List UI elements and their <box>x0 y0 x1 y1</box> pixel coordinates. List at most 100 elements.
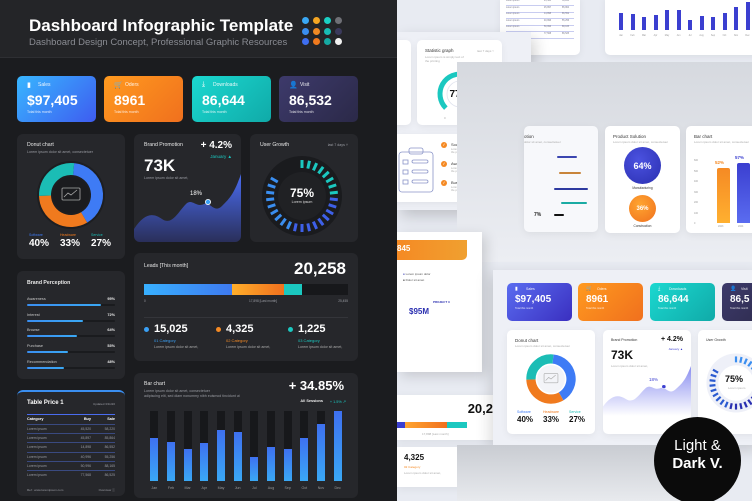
progress-tick <box>312 220 319 230</box>
sessions-change: + 1.5% ↗ <box>329 400 346 404</box>
download-icon: ⤓ <box>658 286 661 292</box>
month-select[interactable]: January ▲ <box>668 347 683 351</box>
card-title: Bar chart <box>144 381 166 387</box>
category-name: 02 Category <box>226 338 248 343</box>
palette-dot <box>335 38 342 45</box>
period-select[interactable]: last 7 days ˅ <box>327 143 348 147</box>
stat-value: 8961 <box>114 92 146 108</box>
bar-track-sep <box>283 411 292 481</box>
project-legend-2: ● Dolor sit amet <box>403 278 425 282</box>
light-bar-label: Jan <box>619 34 623 37</box>
palette-dot <box>324 38 331 45</box>
leads-axis-label: 17,898 [Last month] <box>422 432 449 436</box>
stat-card-downloads[interactable]: ⤓ Downloads 86,644 Total this month <box>192 76 271 122</box>
light-stat-card-oders[interactable]: 🛒 Oders 8961 Total this month <box>578 283 643 321</box>
reference-link[interactable]: Ref : www.loremipsum.com <box>27 488 64 492</box>
light-bar-label: Dec <box>745 34 750 37</box>
donut-slice-headware <box>526 379 564 404</box>
progress-tick <box>274 213 283 222</box>
bar-label: Aug <box>267 486 275 490</box>
card-title: User Growth <box>260 142 290 148</box>
axis-last-month: 17,898 [Last month] <box>249 299 278 303</box>
category-desc: Lorem ipsum dolor sit amet, <box>298 345 343 349</box>
bar-chart-icon: ▮ <box>27 82 31 89</box>
palette-dot <box>335 27 342 35</box>
stat-card-oders[interactable]: 🛒 Oders 8961 Total this month <box>104 76 183 122</box>
light-bar-label: Nov <box>733 34 739 37</box>
user-icon: 👤 <box>730 286 737 292</box>
progress-tick <box>715 396 722 402</box>
change-value: + 4.2% <box>200 140 232 151</box>
stat-card-sales[interactable]: ▮ Sales $97,405 Total this month <box>17 76 96 122</box>
row-divider <box>506 24 574 26</box>
stat-card-visit[interactable]: 👤 Visit 86,532 Total this month <box>279 76 358 122</box>
user-icon: 👤 <box>289 82 298 89</box>
light-table-cell: 45,897 <box>544 6 552 9</box>
light-table-cell: 40,996 <box>544 19 552 22</box>
brand-promotion-card: Brand Promotion + 4.2% January ▲ 73K Lor… <box>134 134 241 242</box>
product-solution-card: Product Solution Lorem ipsum dolor sit a… <box>605 126 680 233</box>
card-title: Brand Perception <box>27 280 71 286</box>
legend-label: Service <box>569 410 581 414</box>
bar-nov <box>317 423 325 481</box>
progress-tick <box>279 217 287 227</box>
area-chart <box>603 366 691 416</box>
card-title: Leads [This month] <box>144 263 189 269</box>
bar-label: Feb <box>167 486 175 490</box>
category-name: 03 Category <box>298 338 320 343</box>
updated-date: Updated 3/11/20 <box>93 402 115 406</box>
progress-tick <box>321 170 330 179</box>
stat-value: 86,532 <box>289 92 332 108</box>
category-dot <box>144 327 149 332</box>
perception-label: Browse <box>27 328 40 333</box>
table-cell: 14,898 <box>80 445 91 450</box>
light-table-cell: 50,996 <box>544 26 552 28</box>
card-desc: dolor sit amet, consectetuer <box>524 140 561 144</box>
badge-line-1: Light & <box>674 437 721 454</box>
progress-tick <box>293 223 298 232</box>
radial-progress <box>706 353 752 413</box>
table-cell: 50,996 <box>80 463 91 468</box>
cart-icon: 🛒 <box>586 286 593 292</box>
stat-value: $97,405 <box>515 294 552 305</box>
light-bar-jan <box>619 12 623 30</box>
stat-sub: Total this month <box>730 307 749 310</box>
card-desc: Lorem ipsum dolor sit amet, consectetuer <box>515 344 571 348</box>
palette-dot <box>302 17 309 24</box>
perception-track <box>27 335 115 338</box>
table-cell: 45,897 <box>80 436 91 441</box>
overview-link[interactable]: Overview ⓘ <box>98 488 115 492</box>
check-icon: ✓ <box>441 180 447 186</box>
table-cell: 77,568 <box>80 473 91 477</box>
month-select[interactable]: January ▲ <box>210 154 232 159</box>
progress-tick <box>719 399 725 406</box>
period-select[interactable]: last 7 days ˅ <box>477 49 494 53</box>
radial-progress <box>262 156 342 236</box>
legend-label: Headware <box>543 410 559 414</box>
bar-label: Sep <box>284 486 291 490</box>
light-stat-card-downloads[interactable]: ⤓ Downloads 86,644 Total this month <box>650 283 715 321</box>
project-label: PROJECT 3 <box>433 300 450 304</box>
stat-label: Oders <box>125 82 139 88</box>
light-table-cell: 45,520 <box>544 0 552 2</box>
light-stat-card-sales[interactable]: ▮ Sales $97,405 Total this month <box>507 283 572 321</box>
manufacturing-label: Manufacturing <box>632 186 653 190</box>
donut-slice-service <box>526 354 554 380</box>
light-stat-card-visit[interactable]: 👤 Visit 86,5 Total this month <box>722 283 752 321</box>
marker-label: 18% <box>649 377 659 382</box>
card-desc: Lorem ipsum dolor sit amet, consectetuer <box>144 389 210 393</box>
category-dot <box>288 327 293 332</box>
progress-tick <box>724 401 729 408</box>
card-title: Bar chart <box>694 134 713 139</box>
light-dashboard-panel: ▮ Sales $97,405 Total this month 🛒 Oders 8961 T… <box>493 270 752 445</box>
progress-tick <box>317 217 325 227</box>
progress-tick <box>329 197 338 202</box>
progress-tick <box>747 399 752 406</box>
stat-label: Oders <box>597 287 607 291</box>
table-row: Lorem ipsum 14,898 86,552 <box>27 442 115 451</box>
card-desc: Lorem ipsum dolor sit amet, consectetuer <box>613 140 669 144</box>
partial-value: 7% <box>534 212 542 218</box>
perception-value: 48% <box>107 359 115 364</box>
perception-track <box>27 319 115 322</box>
palette-dot <box>335 17 342 24</box>
